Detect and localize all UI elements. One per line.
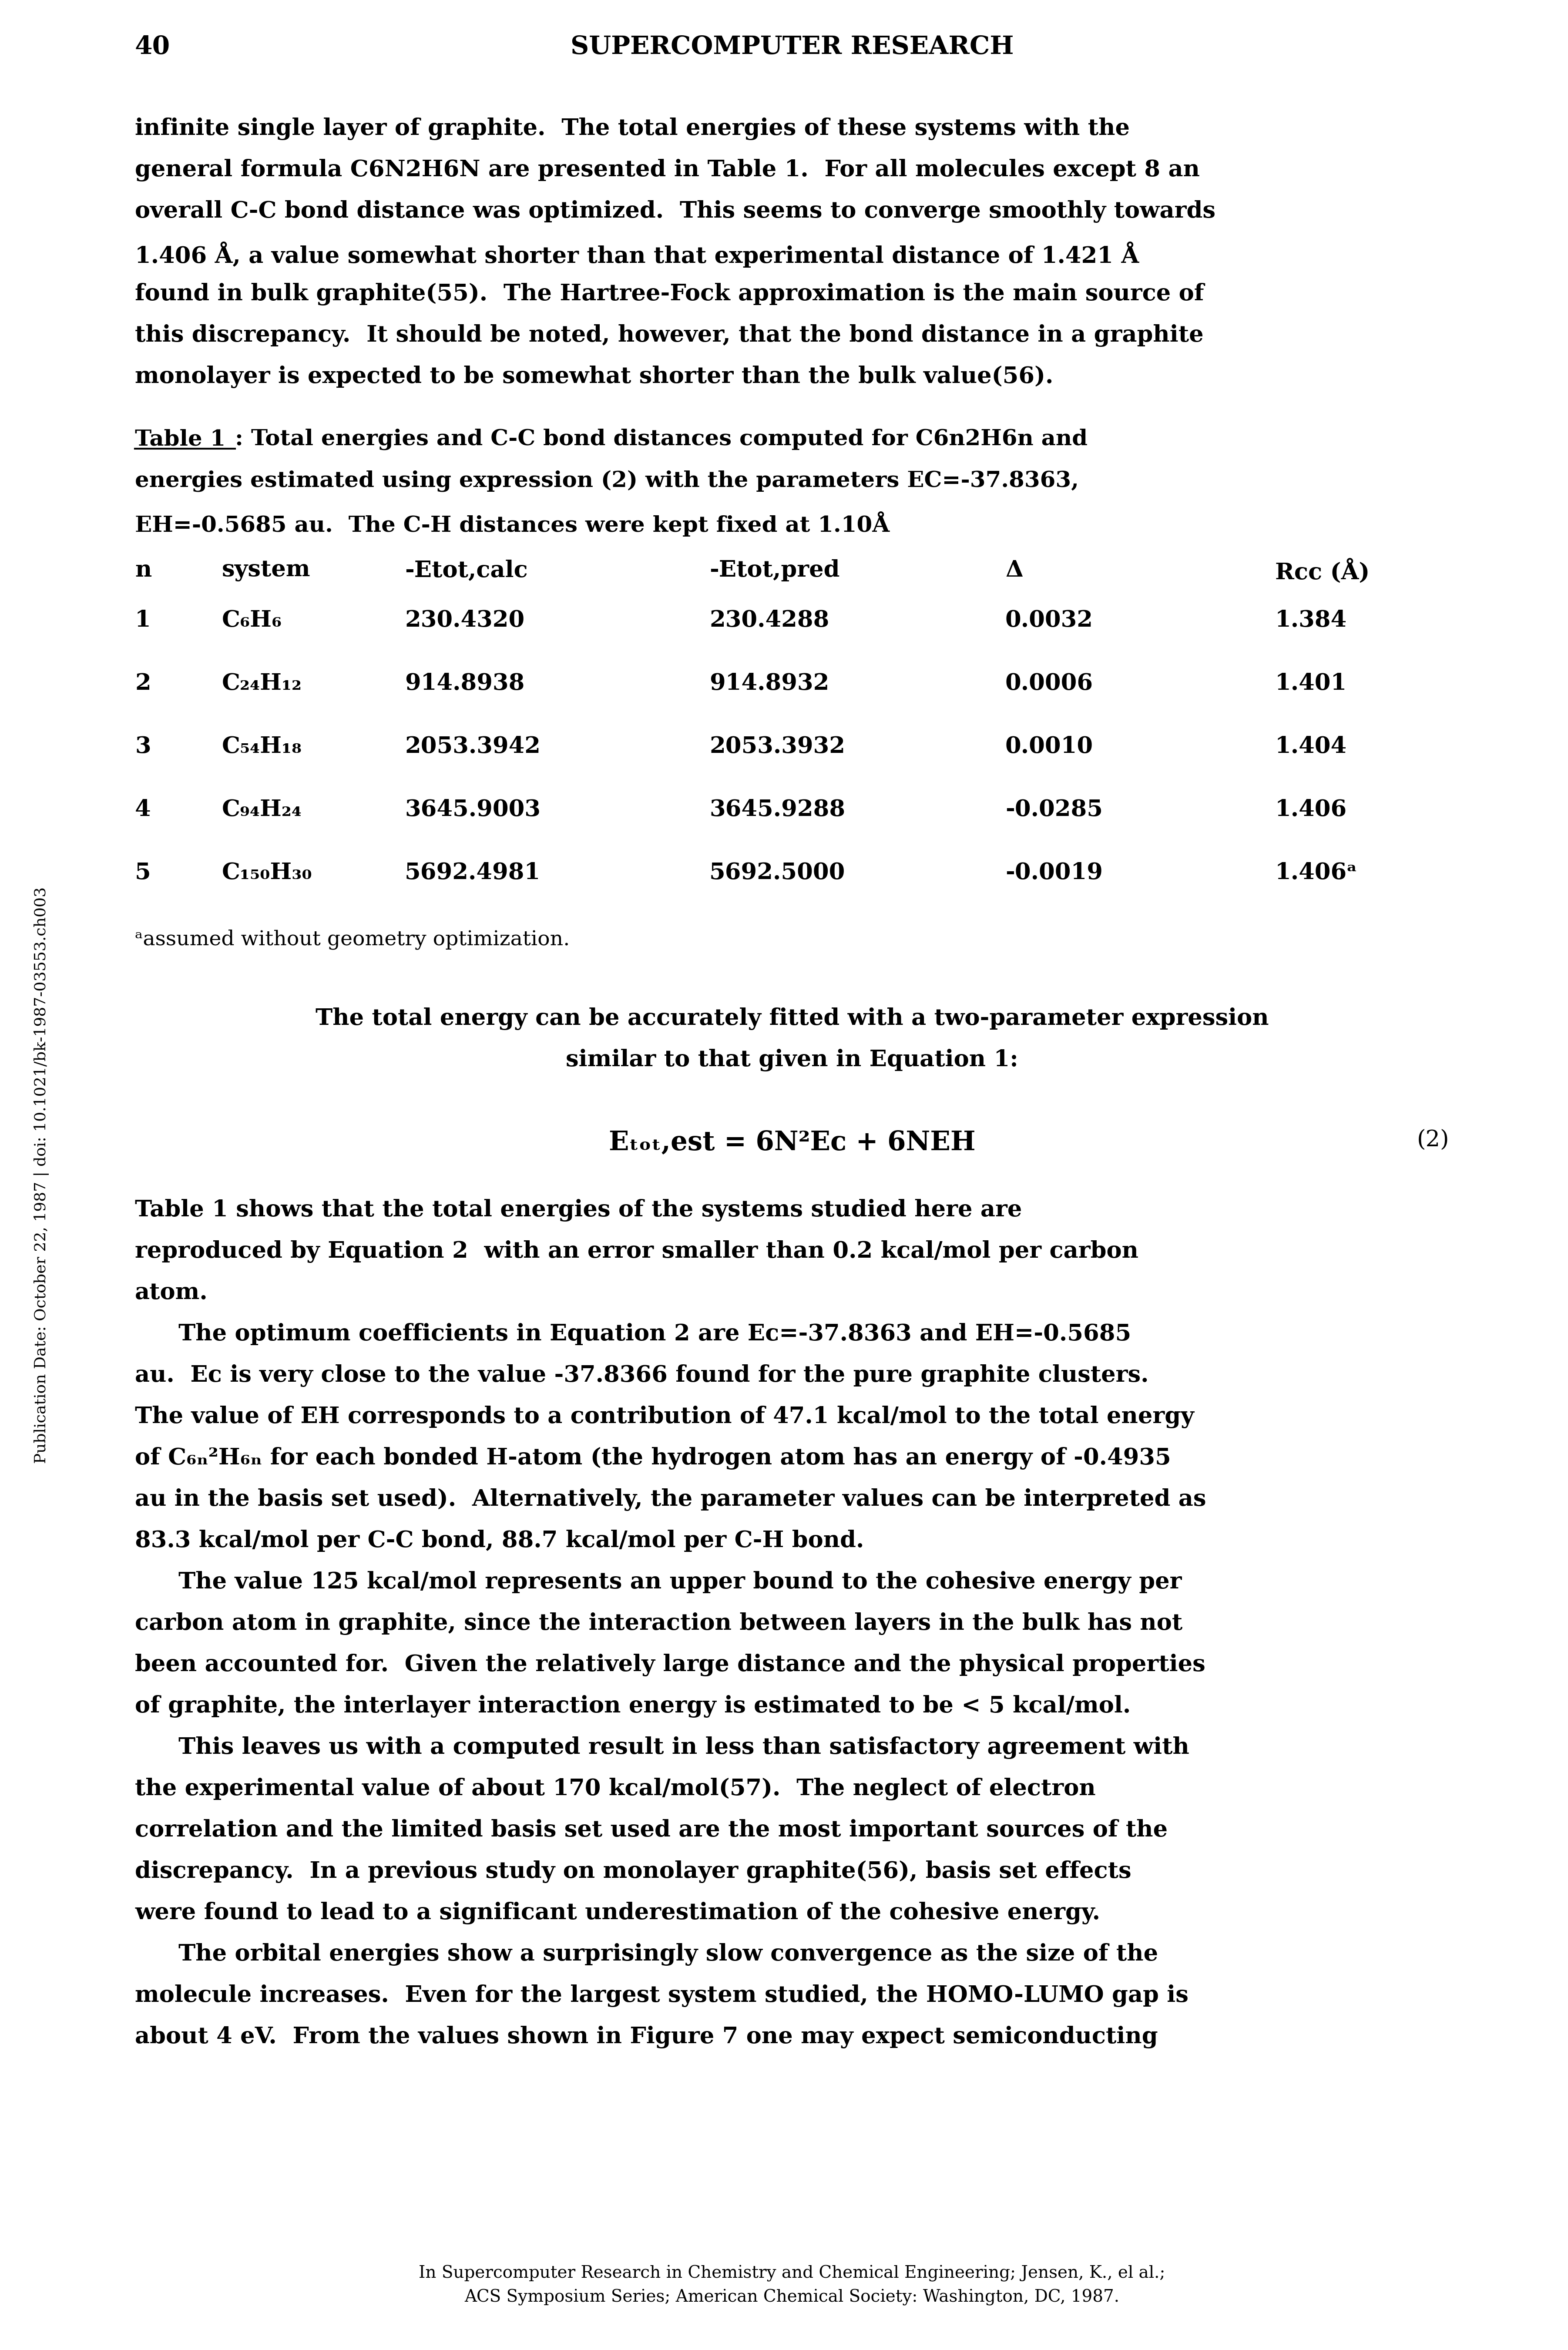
Text: C₅₄H₁₈: C₅₄H₁₈ — [223, 736, 303, 757]
Text: 5: 5 — [135, 862, 151, 884]
Text: this discrepancy.  It should be noted, however, that the bond distance in a grap: this discrepancy. It should be noted, ho… — [135, 324, 1204, 348]
Text: Table 1 shows that the total energies of the systems studied here are: Table 1 shows that the total energies of… — [135, 1198, 1022, 1222]
Text: 4: 4 — [135, 799, 151, 820]
Text: Δ: Δ — [1005, 559, 1022, 580]
Text: the experimental value of about 170 kcal/mol(57).  The neglect of electron: the experimental value of about 170 kcal… — [135, 1777, 1096, 1800]
Text: 2: 2 — [135, 672, 151, 696]
Text: of graphite, the interlayer interaction energy is estimated to be < 5 kcal/mol.: of graphite, the interlayer interaction … — [135, 1694, 1131, 1718]
Text: The value 125 kcal/mol represents an upper bound to the cohesive energy per: The value 125 kcal/mol represents an upp… — [179, 1572, 1182, 1593]
Text: C₆H₆: C₆H₆ — [223, 609, 282, 632]
Text: C₂₄H₁₂: C₂₄H₁₂ — [223, 672, 303, 696]
Text: au.  Eᴄ is very close to the value -37.8366 found for the pure graphite clusters: au. Eᴄ is very close to the value -37.83… — [135, 1365, 1149, 1386]
Text: SUPERCOMPUTER RESEARCH: SUPERCOMPUTER RESEARCH — [571, 35, 1013, 59]
Text: general formula C6N2H6N are presented in Table 1.  For all molecules except 8 an: general formula C6N2H6N are presented in… — [135, 160, 1200, 181]
Text: ACS Symposium Series; American Chemical Society: Washington, DC, 1987.: ACS Symposium Series; American Chemical … — [464, 2289, 1120, 2305]
Text: The value of EH corresponds to a contribution of 47.1 kcal/mol to the total ener: The value of EH corresponds to a contrib… — [135, 1405, 1195, 1429]
Text: 1.406: 1.406 — [1275, 799, 1347, 820]
Text: Rcc (Å): Rcc (Å) — [1275, 559, 1370, 585]
Text: molecule increases.  Even for the largest system studied, the HOMO-LUMO gap is: molecule increases. Even for the largest… — [135, 1983, 1189, 2007]
Text: were found to lead to a significant underestimation of the cohesive energy.: were found to lead to a significant unde… — [135, 1901, 1101, 1925]
Text: C₉₄H₂₄: C₉₄H₂₄ — [223, 799, 303, 820]
Text: 5692.4981: 5692.4981 — [405, 862, 541, 884]
Text: 83.3 kcal/mol per C-C bond, 88.7 kcal/mol per C-H bond.: 83.3 kcal/mol per C-C bond, 88.7 kcal/mo… — [135, 1530, 864, 1551]
Text: -0.0019: -0.0019 — [1005, 862, 1102, 884]
Text: similar to that given in Equation 1:: similar to that given in Equation 1: — [566, 1048, 1018, 1072]
Text: energies estimated using expression (2) with the parameters EC=-37.8363,: energies estimated using expression (2) … — [135, 470, 1079, 491]
Text: Table 1: Table 1 — [135, 428, 226, 449]
Text: -Etot,pred: -Etot,pred — [709, 559, 840, 580]
Text: 2053.3932: 2053.3932 — [709, 736, 845, 757]
Text: 230.4288: 230.4288 — [709, 609, 829, 632]
Text: infinite single layer of graphite.  The total energies of these systems with the: infinite single layer of graphite. The t… — [135, 118, 1131, 141]
Text: EH=-0.5685 au.  The C-H distances were kept fixed at 1.10Å: EH=-0.5685 au. The C-H distances were ke… — [135, 512, 889, 536]
Text: : Total energies and C-C bond distances computed for C6n2H6n and: : Total energies and C-C bond distances … — [235, 428, 1088, 451]
Text: The total energy can be accurately fitted with a two-parameter expression: The total energy can be accurately fitte… — [315, 1008, 1269, 1029]
Text: au in the basis set used).  Alternatively, the parameter values can be interpret: au in the basis set used). Alternatively… — [135, 1488, 1206, 1511]
Text: 3: 3 — [135, 736, 151, 757]
Text: (2): (2) — [1417, 1130, 1449, 1152]
Text: of C₆ₙ²H₆ₙ for each bonded H-atom (the hydrogen atom has an energy of -0.4935: of C₆ₙ²H₆ₙ for each bonded H-atom (the h… — [135, 1448, 1171, 1469]
Text: about 4 eV.  From the values shown in Figure 7 one may expect semiconducting: about 4 eV. From the values shown in Fig… — [135, 2026, 1157, 2049]
Text: discrepancy.  In a previous study on monolayer graphite(56), basis set effects: discrepancy. In a previous study on mono… — [135, 1861, 1132, 1882]
Text: The optimum coefficients in Equation 2 are Eᴄ=-37.8363 and EH=-0.5685: The optimum coefficients in Equation 2 a… — [179, 1323, 1131, 1344]
Text: 1.401: 1.401 — [1275, 672, 1347, 696]
Text: 230.4320: 230.4320 — [405, 609, 525, 632]
Text: atom.: atom. — [135, 1281, 209, 1304]
Text: 2053.3942: 2053.3942 — [405, 736, 541, 757]
Text: 40: 40 — [135, 35, 171, 59]
Text: n: n — [135, 559, 152, 580]
Text: 0.0010: 0.0010 — [1005, 736, 1093, 757]
Text: In Supercomputer Research in Chemistry and Chemical Engineering; Jensen, K., el : In Supercomputer Research in Chemistry a… — [419, 2265, 1165, 2282]
Text: 1.384: 1.384 — [1275, 609, 1347, 632]
Text: monolayer is expected to be somewhat shorter than the bulk value(56).: monolayer is expected to be somewhat sho… — [135, 367, 1054, 388]
Text: 0.0032: 0.0032 — [1005, 609, 1093, 632]
Text: 1.406ᵃ: 1.406ᵃ — [1275, 862, 1358, 884]
Text: 5692.5000: 5692.5000 — [709, 862, 845, 884]
Text: ᵃassumed without geometry optimization.: ᵃassumed without geometry optimization. — [135, 928, 569, 949]
Text: -Etot,calc: -Etot,calc — [405, 559, 528, 580]
Text: system: system — [223, 559, 310, 580]
Text: reproduced by Equation 2  with an error smaller than 0.2 kcal/mol per carbon: reproduced by Equation 2 with an error s… — [135, 1241, 1138, 1262]
Text: Publication Date: October 22, 1987 | doi: 10.1021/bk-1987-03553.ch003: Publication Date: October 22, 1987 | doi… — [33, 886, 49, 1464]
Text: 1.406 Å, a value somewhat shorter than that experimental distance of 1.421 Å: 1.406 Å, a value somewhat shorter than t… — [135, 242, 1138, 268]
Text: 1.404: 1.404 — [1275, 736, 1347, 757]
Text: 0.0006: 0.0006 — [1005, 672, 1093, 696]
Text: This leaves us with a computed result in less than satisfactory agreement with: This leaves us with a computed result in… — [179, 1737, 1189, 1760]
Text: 914.8938: 914.8938 — [405, 672, 525, 696]
Text: 914.8932: 914.8932 — [709, 672, 829, 696]
Text: 3645.9288: 3645.9288 — [709, 799, 845, 820]
Text: 1: 1 — [135, 609, 151, 632]
Text: overall C-C bond distance was optimized.  This seems to converge smoothly toward: overall C-C bond distance was optimized.… — [135, 200, 1215, 223]
Text: C₁₅₀H₃₀: C₁₅₀H₃₀ — [223, 862, 312, 884]
Text: -0.0285: -0.0285 — [1005, 799, 1102, 820]
Text: Eₜₒₜ,est = 6N²Eᴄ + 6NEH: Eₜₒₜ,est = 6N²Eᴄ + 6NEH — [608, 1130, 975, 1156]
Text: been accounted for.  Given the relatively large distance and the physical proper: been accounted for. Given the relatively… — [135, 1654, 1206, 1676]
Text: The orbital energies show a surprisingly slow convergence as the size of the: The orbital energies show a surprisingly… — [179, 1943, 1159, 1965]
Text: 3645.9003: 3645.9003 — [405, 799, 541, 820]
Text: found in bulk graphite(55).  The Hartree-Fock approximation is the main source o: found in bulk graphite(55). The Hartree-… — [135, 282, 1204, 306]
Text: correlation and the limited basis set used are the most important sources of the: correlation and the limited basis set us… — [135, 1819, 1168, 1842]
Text: carbon atom in graphite, since the interaction between layers in the bulk has no: carbon atom in graphite, since the inter… — [135, 1612, 1182, 1636]
